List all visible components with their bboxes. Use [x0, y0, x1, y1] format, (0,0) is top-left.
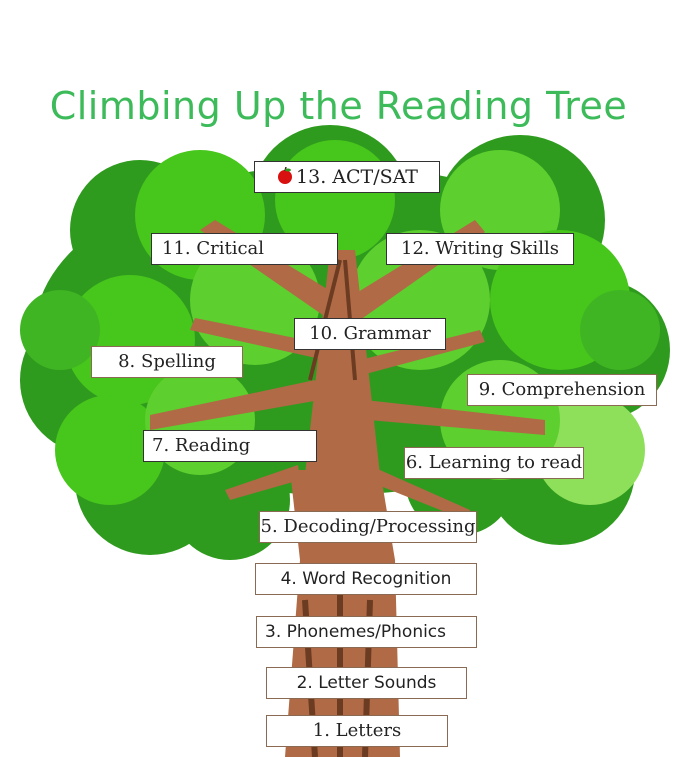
step-10-label: 10. Grammar [294, 318, 446, 350]
step-11-label: 11. Critical [151, 233, 338, 265]
step-12-label: 12. Writing Skills [386, 233, 574, 265]
step-8-label: 8. Spelling [91, 346, 243, 378]
step-5-label: 5. Decoding/Processing [259, 511, 477, 543]
page-title: Climbing Up the Reading Tree [49, 84, 628, 128]
step-9-label: 9. Comprehension [467, 374, 657, 406]
step-13-label: 13. ACT/SAT [254, 161, 440, 193]
step-6-label: 6. Learning to read [404, 447, 584, 479]
step-13-text: 13. ACT/SAT [296, 166, 418, 188]
step-2-label: 2. Letter Sounds [266, 667, 467, 699]
step-4-label: 4. Word Recognition [255, 563, 477, 595]
apple-icon [278, 167, 293, 184]
step-3-label: 3. Phonemes/Phonics [256, 616, 477, 648]
step-7-label: 7. Reading [143, 430, 317, 462]
step-1-label: 1. Letters [266, 715, 448, 747]
